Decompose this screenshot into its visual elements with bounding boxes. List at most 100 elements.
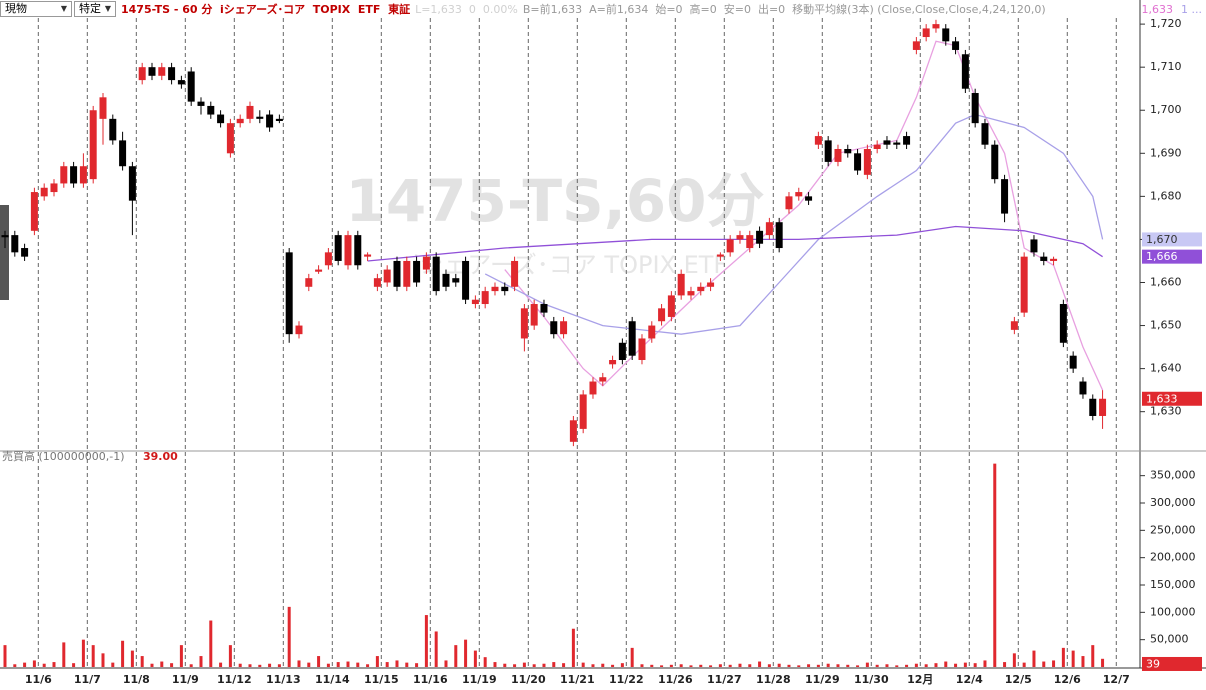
candle-body bbox=[246, 105, 254, 119]
volume-bar bbox=[718, 664, 722, 667]
x-tick-label: 11/28 bbox=[756, 673, 791, 686]
candle-body bbox=[834, 148, 842, 162]
volume-bar bbox=[1081, 656, 1085, 667]
candle-body bbox=[187, 71, 195, 102]
candle-body bbox=[863, 148, 871, 175]
volume-bar bbox=[1052, 660, 1056, 667]
candle-body bbox=[177, 80, 185, 85]
volume-bar bbox=[493, 662, 497, 667]
y-tick-label: 50,000 bbox=[1150, 633, 1189, 646]
candle-body bbox=[344, 235, 352, 266]
volume-bar bbox=[199, 656, 203, 667]
candle-body bbox=[756, 230, 764, 244]
ma-value: 1 ... bbox=[1181, 2, 1202, 16]
x-tick-label: 11/6 bbox=[25, 673, 52, 686]
candle-body bbox=[903, 136, 911, 145]
volume-bar bbox=[513, 664, 517, 667]
volume-bar bbox=[944, 661, 948, 667]
volume-bar bbox=[3, 645, 7, 667]
x-tick-label: 12/7 bbox=[1103, 673, 1130, 686]
x-tick-label: 11/26 bbox=[658, 673, 693, 686]
tax-select[interactable]: 特定 ▼ bbox=[74, 1, 116, 17]
symbol-title: 1475-TS - 60 分 iシェアーズ･コア TOPIX ETF 東証 bbox=[121, 3, 411, 16]
volume-tag-label: 39 bbox=[1146, 657, 1160, 670]
x-tick-label: 11/15 bbox=[364, 673, 399, 686]
candle-body bbox=[667, 295, 675, 317]
x-tick-label: 11/12 bbox=[217, 673, 252, 686]
candle-body bbox=[89, 110, 97, 180]
x-tick-label: 11/8 bbox=[123, 673, 150, 686]
volume-bar bbox=[1071, 650, 1075, 667]
volume-bar bbox=[875, 664, 879, 667]
candle-body bbox=[569, 420, 577, 442]
volume-bar bbox=[728, 664, 732, 667]
candle-body bbox=[109, 118, 117, 141]
candle-body bbox=[168, 67, 176, 81]
candle-body bbox=[462, 260, 470, 300]
candle-body bbox=[315, 269, 323, 272]
last-price: L=1,633 0 0.00% bbox=[415, 2, 518, 16]
account-select[interactable]: 現物 ▼ bbox=[0, 1, 72, 17]
candle-body bbox=[638, 338, 646, 360]
candle-body bbox=[119, 140, 127, 167]
candle-body bbox=[550, 321, 558, 335]
candle-body bbox=[1040, 256, 1048, 261]
volume-bar bbox=[856, 665, 860, 667]
volume-bar bbox=[630, 647, 634, 667]
candle-body bbox=[952, 41, 960, 50]
volume-bar bbox=[1012, 653, 1016, 667]
candle-body bbox=[226, 123, 234, 154]
volume-bar bbox=[189, 664, 193, 667]
candle-body bbox=[511, 260, 519, 287]
ma-value: 1,633 bbox=[1141, 2, 1174, 16]
volume-bar bbox=[914, 663, 918, 667]
volume-bar bbox=[346, 661, 350, 667]
volume-bar bbox=[1061, 647, 1065, 667]
volume-bar bbox=[640, 664, 644, 667]
volume-bar bbox=[865, 662, 869, 667]
y-tick-label: 200,000 bbox=[1150, 551, 1196, 564]
y-tick-label: 350,000 bbox=[1150, 469, 1196, 482]
candle-body bbox=[814, 136, 822, 145]
volume-bar bbox=[562, 663, 566, 667]
volume-bar bbox=[434, 631, 438, 667]
candle-body bbox=[942, 28, 950, 42]
volume-bar bbox=[209, 620, 213, 667]
candle-body bbox=[79, 166, 87, 184]
volume-bar bbox=[611, 664, 615, 667]
volume-bar bbox=[473, 650, 477, 667]
volume-bar bbox=[170, 663, 174, 667]
x-tick-label: 12/4 bbox=[956, 673, 983, 686]
volume-bar bbox=[660, 665, 664, 667]
candle-body bbox=[442, 273, 450, 287]
volume-bar bbox=[483, 657, 487, 667]
volume-bar bbox=[111, 662, 115, 667]
candle-body bbox=[530, 304, 538, 326]
candle-body bbox=[1001, 179, 1009, 214]
candle-body bbox=[1010, 321, 1018, 330]
volume-current: 39.00 bbox=[143, 450, 178, 463]
volume-bar bbox=[571, 628, 575, 667]
volume-bar bbox=[885, 664, 889, 667]
volume-bar bbox=[709, 665, 713, 667]
y-tick-label: 1,720 bbox=[1150, 17, 1182, 30]
volume-bar bbox=[91, 645, 95, 667]
price-tag-label: 1,666 bbox=[1146, 250, 1178, 263]
candle-body bbox=[520, 308, 528, 339]
volume-bar bbox=[81, 639, 85, 667]
volume-bar bbox=[699, 664, 703, 667]
price-tag-label: 1,670 bbox=[1146, 233, 1178, 246]
quote-info: B=前1,633 A=前1,634 始=0 高=0 安=0 出=0 移動平均線(… bbox=[522, 3, 1046, 16]
volume-tag bbox=[1142, 656, 1202, 671]
candle-body bbox=[452, 278, 460, 283]
volume-bar bbox=[287, 606, 291, 667]
volume-bar bbox=[758, 661, 762, 667]
side-tab[interactable] bbox=[0, 205, 9, 300]
volume-bar bbox=[581, 662, 585, 667]
x-tick-label: 11/9 bbox=[172, 673, 199, 686]
candle-body bbox=[932, 24, 940, 29]
volume-bar bbox=[277, 664, 281, 667]
candle-body bbox=[765, 222, 773, 236]
